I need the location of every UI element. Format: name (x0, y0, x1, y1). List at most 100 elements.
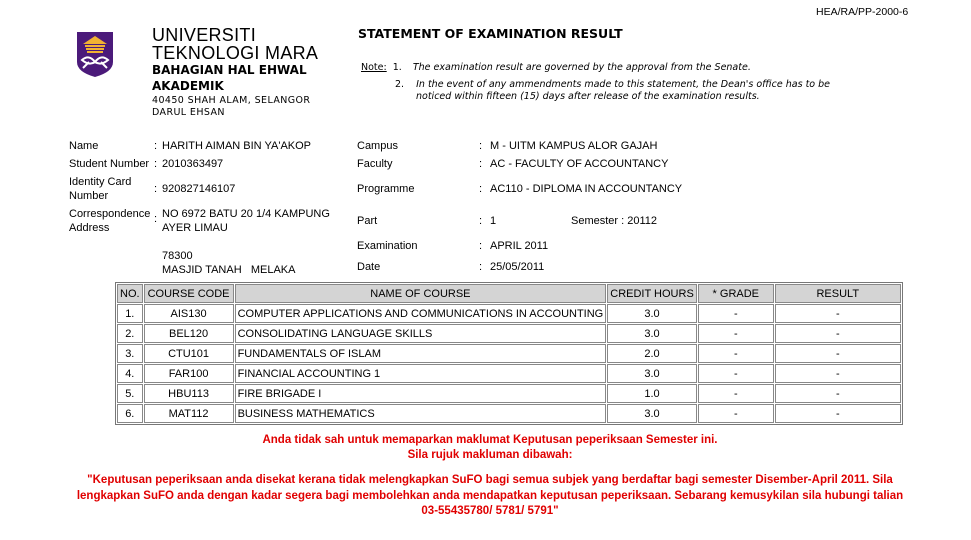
table-row: 2. BEL120 CONSOLIDATING LANGUAGE SKILLS 3.0… (117, 324, 901, 343)
examination-value: APRIL 2011 (490, 240, 549, 252)
table-row: 6. MAT112 BUSINESS MATHEMATICS 3.0- - (117, 404, 901, 423)
address-line1: 40450 SHAH ALAM, SELANGOR (152, 95, 311, 106)
grade: - (697, 304, 774, 323)
faculty-value: AC - FACULTY OF ACCOUNTANCY (490, 158, 669, 170)
date-label: Date (357, 261, 381, 273)
address-colon: : (154, 213, 158, 225)
programme-value: AC110 - DIPLOMA IN ACCOUNTANCY (490, 183, 683, 195)
ic-colon: : (154, 183, 158, 195)
result: - (774, 304, 901, 323)
university-line2: TEKNOLOGI MARA (152, 43, 319, 63)
programme-label: Programme (357, 183, 415, 195)
result: - (774, 384, 901, 403)
row-no: 1. (117, 304, 143, 323)
address-line2: DARUL EHSAN (152, 107, 225, 118)
course-name: FUNDAMENTALS OF ISLAM (234, 344, 607, 363)
col-grade: * GRADE (697, 284, 774, 303)
warning-line2: Sila rujuk makluman dibawah: (407, 449, 573, 461)
address-label: Correspondence Address (69, 207, 150, 235)
warning-line1: Anda tidak sah untuk memaparkan maklumat… (262, 434, 718, 446)
address-label-line1: Correspondence (69, 208, 151, 220)
page-title: STATEMENT OF EXAMINATION RESULT (358, 26, 623, 41)
address-line3: 78300 (162, 250, 193, 262)
department-name: BAHAGIAN HAL EHWAL AKADEMIK (152, 62, 307, 94)
warning-message-line2: lengkapkan SuFO anda dengan kadar segera… (76, 490, 904, 502)
credit-hours: 3.0 (607, 364, 697, 383)
grade: - (697, 364, 774, 383)
faculty-colon: : (479, 158, 483, 170)
university-name: UNIVERSITI TEKNOLOGI MARA (152, 26, 318, 62)
note-2-line1: In the event of any ammendments made to … (416, 79, 831, 90)
table-header-row: NO. COURSE CODE NAME OF COURSE CREDIT HO… (117, 284, 901, 303)
grade: - (697, 344, 774, 363)
table-row: 4. FAR100 FINANCIAL ACCOUNTING 1 3.0- - (117, 364, 901, 383)
student-number-label: Student Number (69, 158, 150, 170)
note-1-text: The examination result are governed by t… (412, 62, 751, 73)
row-no: 2. (117, 324, 143, 343)
address-line4: MASJID TANAH MELAKA (162, 264, 296, 276)
row-no: 4. (117, 364, 143, 383)
results-table: NO. COURSE CODE NAME OF COURSE CREDIT HO… (115, 282, 903, 425)
credit-hours: 1.0 (607, 384, 697, 403)
date-colon: : (479, 261, 483, 273)
examination-colon: : (479, 240, 483, 252)
result: - (774, 344, 901, 363)
result: - (774, 404, 901, 423)
course-code: HBU113 (143, 384, 234, 403)
campus-value: M - UITM KAMPUS ALOR GAJAH (490, 140, 658, 152)
name-colon: : (154, 140, 158, 152)
table-row: 3. CTU101 FUNDAMENTALS OF ISLAM 2.0- - (117, 344, 901, 363)
col-course-name: NAME OF COURSE (234, 284, 607, 303)
col-no: NO. (117, 284, 143, 303)
semester-value: Semester : 20112 (571, 215, 658, 227)
grade: - (697, 404, 774, 423)
credit-hours: 3.0 (607, 404, 697, 423)
faculty-label: Faculty (357, 158, 393, 170)
note-2-line2: noticed within fifteen (15) days after r… (416, 91, 760, 102)
row-no: 3. (117, 344, 143, 363)
ic-label: Identity Card Number (69, 175, 131, 203)
student-number: 2010363497 (162, 158, 224, 170)
campus-colon: : (479, 140, 483, 152)
row-no: 6. (117, 404, 143, 423)
programme-colon: : (479, 183, 483, 195)
examination-label: Examination (357, 240, 418, 252)
correspondence-address: NO 6972 BATU 20 1/4 KAMPUNG AYER LIMAU 7… (162, 207, 330, 277)
warning-message-line3: 03-55435780/ 5781/ 5791" (421, 505, 559, 517)
part-value: 1 (490, 215, 497, 227)
course-code: MAT112 (143, 404, 234, 423)
ic-label-line1: Identity Card (69, 176, 132, 188)
note-label: Note: (361, 62, 387, 73)
course-name: CONSOLIDATING LANGUAGE SKILLS (234, 324, 607, 343)
grade: - (697, 324, 774, 343)
part-label: Part (357, 215, 378, 227)
address-line2: AYER LIMAU (162, 222, 228, 234)
notes: Note: 1. The examination result are gove… (361, 62, 751, 74)
course-code: FAR100 (143, 364, 234, 383)
row-no: 5. (117, 384, 143, 403)
course-code: AIS130 (143, 304, 234, 323)
note-2: 2. In the event of any ammendments made … (395, 79, 830, 91)
course-name: BUSINESS MATHEMATICS (234, 404, 607, 423)
col-course-code: COURSE CODE (143, 284, 234, 303)
part-colon: : (479, 215, 483, 227)
warning-message-line1: "Keputusan peperiksaan anda disekat kera… (87, 474, 893, 486)
uitm-logo (77, 32, 113, 77)
course-name: COMPUTER APPLICATIONS AND COMMUNICATIONS… (234, 304, 607, 323)
note-2-number: 2. (395, 79, 405, 90)
ic-label-line2: Number (69, 190, 109, 202)
result: - (774, 364, 901, 383)
date-value: 25/05/2011 (490, 261, 545, 273)
department-line1: BAHAGIAN HAL EHWAL (152, 63, 307, 77)
credit-hours: 2.0 (607, 344, 697, 363)
university-line1: UNIVERSITI (152, 25, 257, 45)
course-name: FIRE BRIGADE I (234, 384, 607, 403)
course-code: CTU101 (143, 344, 234, 363)
address-label-line2: Address (69, 222, 110, 234)
grade: - (697, 384, 774, 403)
campus-label: Campus (357, 140, 398, 152)
table-row: 5. HBU113 FIRE BRIGADE I 1.0- - (117, 384, 901, 403)
course-name: FINANCIAL ACCOUNTING 1 (234, 364, 607, 383)
credit-hours: 3.0 (607, 304, 697, 323)
col-credit-hours: CREDIT HOURS (607, 284, 697, 303)
